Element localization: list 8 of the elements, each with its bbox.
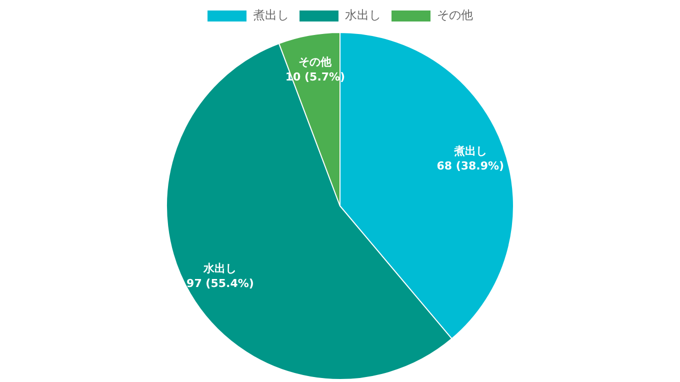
slice-label: 煮出し [452,144,487,158]
legend-label: その他 [437,8,473,22]
slice-label: 水出し [202,262,237,275]
legend-label: 煮出し [253,8,289,22]
data-label: 68 (38.9%) [436,159,504,172]
data-label: 97 (55.4%) [186,276,254,290]
legend-label: 水出し [345,8,381,22]
slice-label: その他 [298,55,333,68]
